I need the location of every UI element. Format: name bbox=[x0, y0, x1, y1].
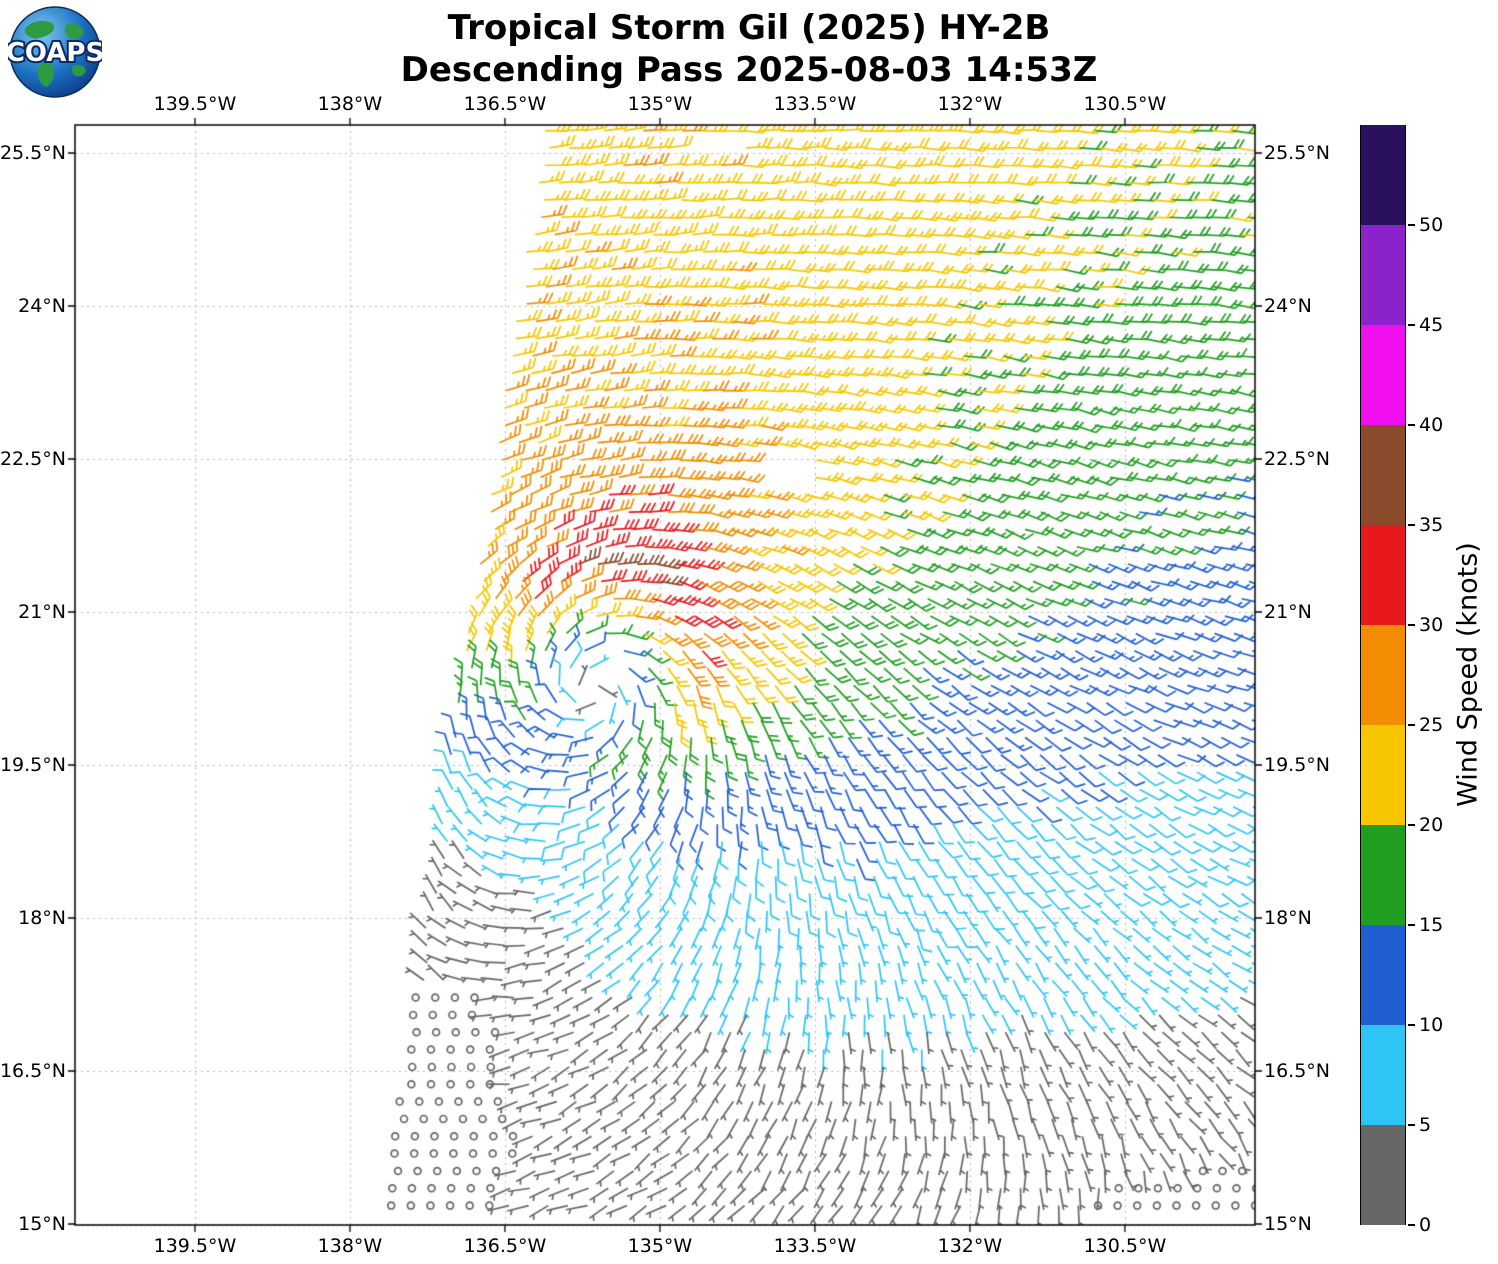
colorbar bbox=[1360, 124, 1406, 1225]
colorbar-tick-label: 15 bbox=[1419, 914, 1444, 936]
lon-tick-label-top: 130.5°W bbox=[1083, 93, 1167, 115]
colorbar-segment bbox=[1361, 1124, 1405, 1225]
colorbar-tick-label: 10 bbox=[1419, 1014, 1444, 1036]
lat-tick-label-left: 15°N bbox=[18, 1212, 66, 1235]
colorbar-tick-label: 0 bbox=[1419, 1214, 1432, 1236]
lon-tick-label-top: 132°W bbox=[937, 93, 1003, 115]
lon-tick-label-bottom: 136.5°W bbox=[463, 1235, 547, 1257]
colorbar-tick bbox=[1408, 324, 1415, 326]
colorbar-tick-label: 25 bbox=[1419, 714, 1444, 736]
colorbar-tick-label: 40 bbox=[1419, 414, 1444, 436]
colorbar-segment bbox=[1361, 224, 1405, 325]
lon-tick-label-bottom: 135°W bbox=[627, 1235, 693, 1257]
colorbar-tick bbox=[1408, 524, 1415, 526]
lat-tick-label-right: 15°N bbox=[1264, 1212, 1312, 1235]
lon-tick-label-top: 136.5°W bbox=[463, 93, 547, 115]
lat-tick-label-left: 18°N bbox=[18, 906, 66, 929]
lon-tick-label-top: 135°W bbox=[627, 93, 693, 115]
lat-tick-label-right: 25.5°N bbox=[1264, 141, 1331, 164]
colorbar-segment bbox=[1361, 424, 1405, 525]
colorbar-tick bbox=[1408, 624, 1415, 626]
colorbar-label: Wind Speed (knots) bbox=[1452, 542, 1484, 807]
lat-tick-label-left: 16.5°N bbox=[0, 1059, 66, 1082]
lon-tick-label-top: 133.5°W bbox=[773, 93, 857, 115]
colorbar-tick bbox=[1408, 1224, 1415, 1226]
lat-tick-label-left: 19.5°N bbox=[0, 753, 66, 776]
colorbar-tick bbox=[1408, 724, 1415, 726]
lon-tick-label-top: 139.5°W bbox=[153, 93, 237, 115]
colorbar-tick bbox=[1408, 1124, 1415, 1126]
colorbar-tick bbox=[1408, 224, 1415, 226]
lat-tick-label-right: 16.5°N bbox=[1264, 1059, 1331, 1082]
lat-tick-label-right: 19.5°N bbox=[1264, 753, 1331, 776]
lat-tick-label-right: 22.5°N bbox=[1264, 447, 1331, 470]
lat-tick-label-right: 24°N bbox=[1264, 294, 1312, 317]
lat-tick-label-right: 21°N bbox=[1264, 600, 1312, 623]
lat-tick-label-left: 24°N bbox=[18, 294, 66, 317]
colorbar-segment bbox=[1361, 1024, 1405, 1125]
colorbar-tick bbox=[1408, 824, 1415, 826]
colorbar-segment bbox=[1361, 324, 1405, 425]
colorbar-segment bbox=[1361, 924, 1405, 1025]
colorbar-tick bbox=[1408, 1024, 1415, 1026]
lon-tick-label-bottom: 132°W bbox=[937, 1235, 1003, 1257]
colorbar-tick-label: 5 bbox=[1419, 1114, 1432, 1136]
colorbar-segment bbox=[1361, 624, 1405, 725]
lat-tick-label-left: 22.5°N bbox=[0, 447, 66, 470]
colorbar-tick bbox=[1408, 424, 1415, 426]
lat-tick-label-right: 18°N bbox=[1264, 906, 1312, 929]
lat-tick-label-left: 25.5°N bbox=[0, 141, 66, 164]
lat-tick-label-left: 21°N bbox=[18, 600, 66, 623]
lon-tick-label-bottom: 138°W bbox=[317, 1235, 383, 1257]
colorbar-segment bbox=[1361, 524, 1405, 625]
colorbar-segment bbox=[1361, 724, 1405, 825]
colorbar-segment bbox=[1361, 124, 1405, 225]
colorbar-tick-label: 20 bbox=[1419, 814, 1444, 836]
colorbar-tick-label: 45 bbox=[1419, 314, 1444, 336]
lon-tick-label-bottom: 139.5°W bbox=[153, 1235, 237, 1257]
colorbar-segment bbox=[1361, 824, 1405, 925]
colorbar-tick-label: 35 bbox=[1419, 514, 1444, 536]
lon-tick-label-top: 138°W bbox=[317, 93, 383, 115]
colorbar-tick-label: 30 bbox=[1419, 614, 1444, 636]
lon-tick-label-bottom: 133.5°W bbox=[773, 1235, 857, 1257]
colorbar-tick-label: 50 bbox=[1419, 214, 1444, 236]
colorbar-tick bbox=[1408, 924, 1415, 926]
lon-tick-label-bottom: 130.5°W bbox=[1083, 1235, 1167, 1257]
